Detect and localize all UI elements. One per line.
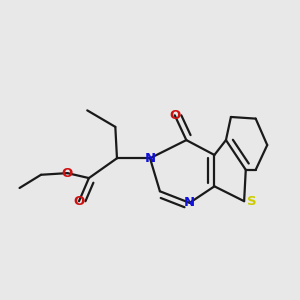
Text: O: O xyxy=(62,167,73,180)
Text: N: N xyxy=(144,152,156,165)
Text: N: N xyxy=(184,196,195,209)
Text: O: O xyxy=(169,109,180,122)
Text: O: O xyxy=(74,195,85,208)
Text: S: S xyxy=(247,195,256,208)
